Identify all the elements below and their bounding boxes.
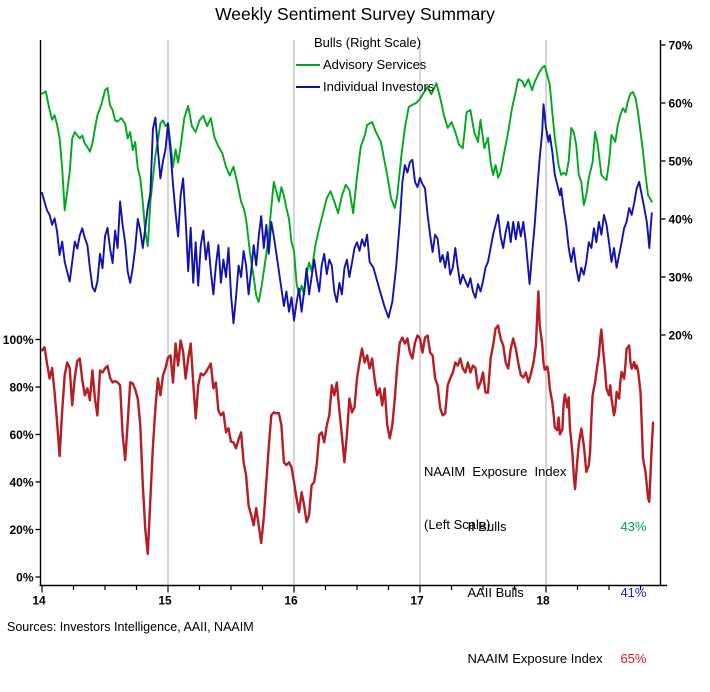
legend-row-ii-bulls: II Bulls 43% (453, 494, 646, 560)
left-axis-tick-label: 40% (9, 476, 33, 490)
series-line-advisory-services (41, 64, 653, 303)
chart-title: Weekly Sentiment Survey Summary (215, 4, 495, 24)
legend-item-label: Advisory Services (323, 57, 427, 72)
right-axis-tick-label: 40% (669, 213, 693, 227)
ii-bulls-current-value: 43% (620, 519, 647, 534)
legend-row-naaim: NAAIM Exposure Index 65% (453, 626, 646, 692)
left-axis-tick-label: 100% (3, 333, 34, 347)
legend-item-advisory-services: Advisory Services (296, 54, 434, 76)
legend-row-aaii-bulls: AAII Bulls 41% (453, 560, 646, 626)
legend-row-label: II Bulls (467, 519, 507, 534)
series-line-individual-investors (41, 103, 653, 325)
chart-plot-area: 100% 80% 60% 40% 20% 0% 70% 60% 50% 40% 30% 20% 14 15… (3, 39, 693, 608)
left-axis-tick-label: 20% (9, 523, 33, 537)
legend-item-label: Individual Investors (323, 79, 435, 94)
legend-top: Bulls (Right Scale) Advisory Services In… (296, 32, 434, 98)
legend-item-individual-investors: Individual Investors (296, 76, 434, 98)
aaii-bulls-current-value: 41% (620, 585, 647, 600)
right-axis-tick-label: 50% (669, 155, 693, 169)
legend-row-label: NAAIM Exposure Index (467, 651, 603, 666)
x-axis-tick-label: 16 (284, 594, 298, 608)
x-axis-tick-label: 14 (32, 594, 46, 608)
right-axis-tick-label: 70% (669, 39, 693, 53)
source-note: Sources: Investors Intelligence, AAII, N… (7, 620, 254, 634)
left-axis-tick-label: 80% (9, 381, 33, 395)
right-axis-tick-label: 30% (669, 271, 693, 285)
x-axis-tick-label: 17 (410, 594, 424, 608)
right-axis-tick-label: 60% (669, 97, 693, 111)
x-axis-tick-label: 15 (158, 594, 172, 608)
advisory-services-line-swatch (296, 63, 320, 67)
right-axis-tick-label: 20% (669, 329, 693, 343)
legend-bottom-current-values: II Bulls 43% AAII Bulls 41% NAAIM Exposure… (453, 494, 646, 692)
legend-row-label: AAII Bulls (467, 585, 524, 600)
annotation-line1: NAAIM Exposure Index (424, 464, 567, 479)
sentiment-survey-chart-page: { "title": "Weekly Sentiment Survey Summ… (2, 4, 693, 666)
left-axis-tick-label: 0% (16, 571, 34, 585)
left-axis-tick-label: 60% (9, 428, 33, 442)
x-axis-tick-label: 18 (536, 594, 550, 608)
naaim-left-scale-annotation: NAAIM Exposure Index (Left Scale) (424, 428, 566, 551)
legend-top-header: Bulls (Right Scale) (314, 35, 421, 50)
annotation-line2: (Left Scale) (424, 516, 491, 532)
individual-investors-line-swatch (296, 85, 320, 89)
series-line-naaim-exposure-index (40, 290, 655, 556)
naaim-current-value: 65% (620, 651, 647, 666)
